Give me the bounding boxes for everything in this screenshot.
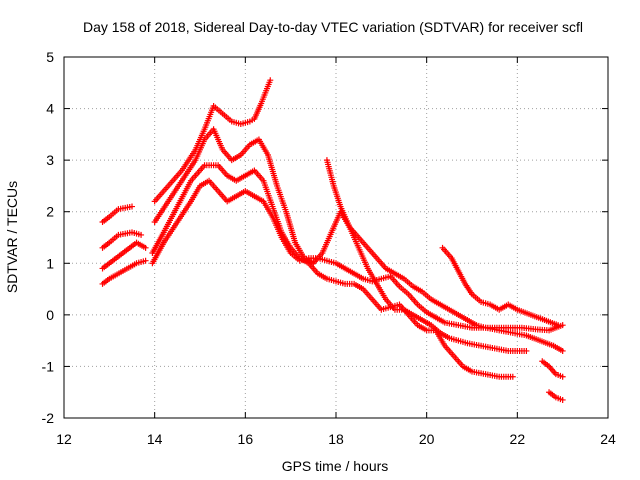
data-point xyxy=(559,396,566,403)
data-point xyxy=(142,244,149,251)
series-track-5 xyxy=(151,77,274,205)
y-tick-label: 2 xyxy=(46,204,54,220)
data-point xyxy=(523,347,530,354)
series-track-10 xyxy=(439,244,562,329)
y-tick-label: -1 xyxy=(42,358,55,374)
y-tick-label: -2 xyxy=(42,410,55,426)
x-tick-label: 18 xyxy=(328,431,344,447)
data-point xyxy=(559,373,566,380)
x-tick-label: 12 xyxy=(56,431,72,447)
y-tick-label: 1 xyxy=(46,255,54,271)
data-point xyxy=(559,347,566,354)
x-tick-label: 14 xyxy=(147,431,163,447)
x-axis-label: GPS time / hours xyxy=(282,458,389,474)
series-track-11 xyxy=(539,358,566,380)
x-tick-label: 22 xyxy=(510,431,526,447)
x-axis: 12 14 16 18 20 22 24 xyxy=(56,57,616,447)
series-track-6 xyxy=(151,126,530,354)
y-tick-label: 3 xyxy=(46,152,54,168)
series-track-3 xyxy=(99,239,149,272)
data-point xyxy=(509,373,516,380)
series-track-2 xyxy=(99,229,145,251)
series-track-9 xyxy=(323,157,566,354)
series-track-4 xyxy=(99,257,149,287)
y-axis: -2 -1 0 1 2 3 4 5 xyxy=(42,49,608,426)
series-track-7 xyxy=(149,162,516,380)
y-tick-label: 5 xyxy=(46,49,54,65)
y-axis-label: SDTVAR / TECUs xyxy=(4,181,20,293)
data-point xyxy=(138,231,145,238)
x-tick-label: 20 xyxy=(419,431,435,447)
series-track-8 xyxy=(149,177,566,334)
series-track-12 xyxy=(546,389,566,403)
data-points xyxy=(99,77,566,403)
data-point xyxy=(555,322,562,329)
data-point xyxy=(142,257,149,264)
chart-title: Day 158 of 2018, Sidereal Day-to-day VTE… xyxy=(83,19,583,35)
grid xyxy=(64,57,608,418)
x-tick-label: 24 xyxy=(600,431,616,447)
y-tick-label: 4 xyxy=(46,101,54,117)
data-point xyxy=(267,77,274,84)
data-point xyxy=(129,203,135,210)
y-tick-label: 0 xyxy=(46,307,54,323)
series-track-1 xyxy=(99,203,135,226)
x-tick-label: 16 xyxy=(238,431,254,447)
